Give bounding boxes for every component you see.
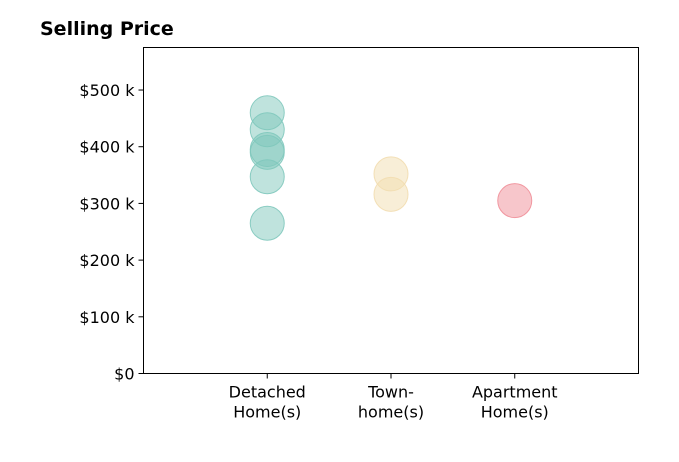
data-point [373, 176, 409, 212]
x-tick-label: Town- [367, 383, 414, 402]
x-tick-label: Apartment [472, 383, 558, 402]
y-axis: $0 $100 k $200 k $300 k $400 k $500 k [79, 81, 144, 384]
y-tick-label: $400 k [79, 138, 135, 157]
x-axis: DetachedHome(s)Town-home(s)ApartmentHome… [229, 373, 558, 422]
y-tick-label: $200 k [79, 251, 135, 270]
x-tick-label: Detached [229, 383, 306, 402]
y-tick-label: $100 k [79, 308, 135, 327]
plot-marks [249, 95, 533, 241]
y-tick-label: $300 k [79, 194, 135, 213]
data-point [497, 183, 533, 219]
chart-title: Selling Price [40, 18, 174, 40]
y-tick-label: $0 [114, 365, 134, 384]
data-point [249, 205, 285, 241]
x-tick-label: home(s) [358, 403, 424, 422]
y-tick-label: $500 k [79, 81, 135, 100]
x-tick-label: Home(s) [481, 403, 549, 422]
x-tick-label: Home(s) [233, 403, 301, 422]
data-point [249, 159, 285, 195]
